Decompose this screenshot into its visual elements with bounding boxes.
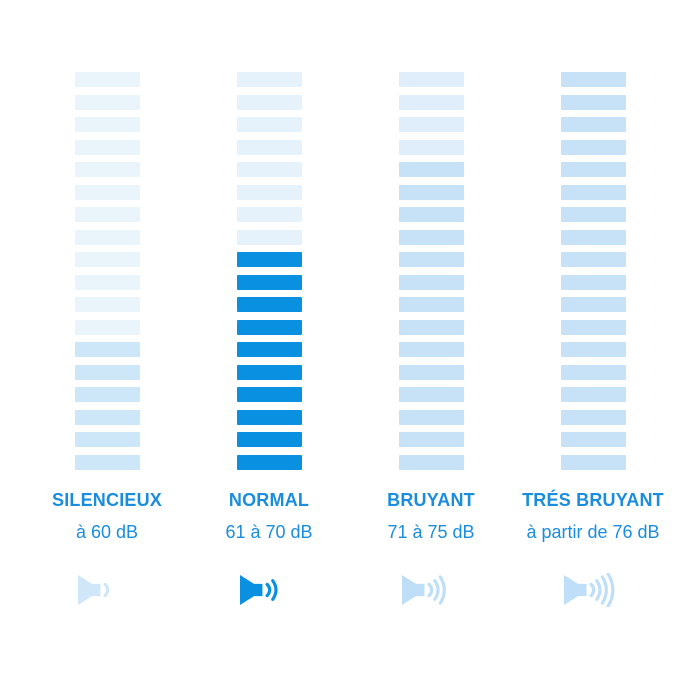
meter-bar-filled [236,432,302,447]
meter-bar-pale [74,139,140,155]
meter-bar-filled [560,252,626,267]
meter-bar-filled [398,162,464,177]
meter-bar-filled [560,297,626,312]
meter-bar-filled [560,184,626,200]
meter-bar-pale [398,117,464,132]
meter-bar-pale [398,72,464,87]
decibel-range: à 60 dB [75,521,139,542]
meter-bar-filled [236,409,302,425]
meter-bar-pale [74,297,140,312]
volume-meter [398,72,464,470]
meter-bar-pale [236,162,302,177]
decibel-range: 71 à 75 dB [387,521,475,542]
meter-bar-filled [398,252,464,267]
meter-bar-filled [236,387,302,402]
meter-bar-filled [398,364,464,380]
meter-bar-filled [236,252,302,267]
meter-bar-filled [236,274,302,290]
meter-bar-filled [398,184,464,200]
speaker-icon-4-waves [564,572,622,607]
meter-bar-filled [560,72,626,87]
decibel-range: à partir de 76 dB [526,521,660,542]
meter-bar-filled [560,342,626,357]
meter-bar-filled [560,432,626,447]
meter-bar-filled [74,432,140,447]
meter-bar-filled [236,319,302,335]
meter-bar-filled [236,454,302,470]
meter-bar-pale [236,139,302,155]
meter-bar-pale [236,207,302,222]
meter-bar-pale [74,72,140,87]
meter-bar-filled [560,274,626,290]
meter-bar-filled [74,409,140,425]
category-label: SILENCIEUX [51,489,163,510]
meter-bar-pale [236,72,302,87]
category-label: TRÉS BRUYANT [522,489,664,510]
meter-bar-filled [560,319,626,335]
noise-level-columns: SILENCIEUX à 60 dB NORMAL 61 à 70 dB BRU… [0,72,700,607]
meter-bar-filled [74,342,140,357]
meter-bar-pale [74,319,140,335]
meter-bar-pale [236,184,302,200]
meter-bar-pale [74,117,140,132]
meter-bar-pale [74,252,140,267]
meter-bar-pale [74,184,140,200]
noise-level-column-tres_bruyant: TRÉS BRUYANT à partir de 76 dB [512,72,674,607]
meter-bar-pale [236,229,302,245]
meter-bar-pale [236,94,302,110]
noise-level-column-silencieux: SILENCIEUX à 60 dB [26,72,188,607]
meter-bar-pale [74,229,140,245]
meter-bar-filled [560,117,626,132]
meter-bar-pale [74,274,140,290]
meter-bar-filled [236,297,302,312]
meter-bar-filled [560,409,626,425]
meter-bar-filled [560,229,626,245]
category-label: BRUYANT [387,489,475,510]
meter-bar-filled [398,207,464,222]
meter-bar-filled [398,387,464,402]
meter-bar-filled [236,342,302,357]
meter-bar-filled [398,432,464,447]
meter-bar-pale [74,94,140,110]
meter-bar-filled [560,454,626,470]
meter-bar-filled [74,454,140,470]
meter-bar-filled [398,319,464,335]
meter-bar-filled [74,387,140,402]
meter-bar-filled [74,364,140,380]
meter-bar-pale [74,207,140,222]
volume-meter [74,72,140,470]
meter-bar-pale [74,162,140,177]
speaker-icon-2-waves [240,573,298,607]
meter-bar-filled [560,207,626,222]
meter-bar-filled [560,94,626,110]
noise-level-column-normal: NORMAL 61 à 70 dB [188,72,350,607]
speaker-icon-1-waves [78,573,136,607]
meter-bar-filled [560,387,626,402]
meter-bar-filled [560,364,626,380]
meter-bar-filled [560,139,626,155]
category-label: NORMAL [228,489,310,510]
meter-bar-filled [398,342,464,357]
meter-bar-pale [236,117,302,132]
volume-meter [236,72,302,470]
meter-bar-filled [398,297,464,312]
meter-bar-filled [560,162,626,177]
speaker-icon-3-waves [402,573,460,607]
meter-bar-filled [398,229,464,245]
meter-bar-pale [398,94,464,110]
meter-bar-filled [236,364,302,380]
decibel-range: 61 à 70 dB [225,521,313,542]
meter-bar-pale [398,139,464,155]
meter-bar-filled [398,409,464,425]
volume-meter [560,72,626,470]
meter-bar-filled [398,274,464,290]
noise-level-column-bruyant: BRUYANT 71 à 75 dB [350,72,512,607]
meter-bar-filled [398,454,464,470]
